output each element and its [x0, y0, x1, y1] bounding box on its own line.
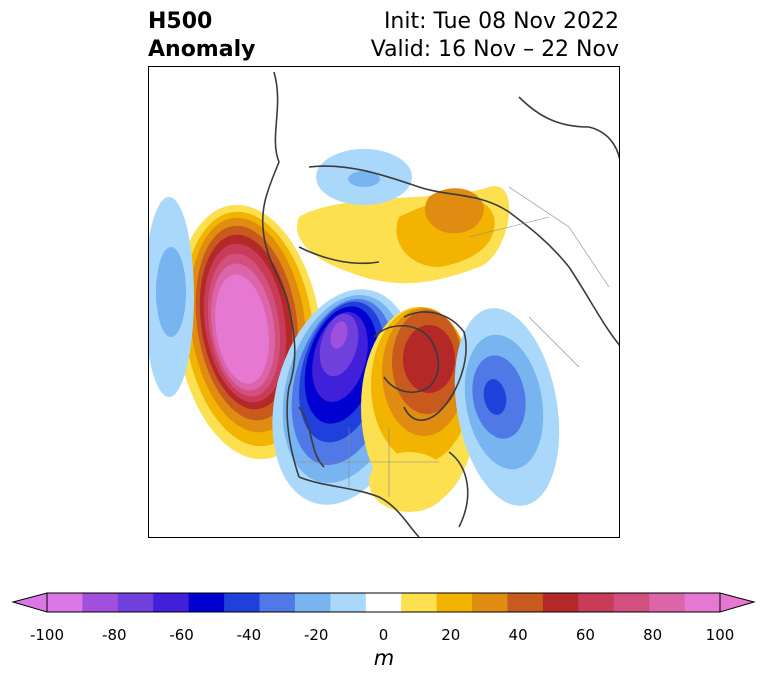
colorbar-segments: [47, 593, 721, 612]
colorbar-segment: [259, 593, 296, 612]
colorbar-tick-label: -40: [236, 626, 262, 644]
colorbar: [11, 592, 756, 613]
colorbar-tick-label: -60: [169, 626, 194, 644]
map-canvas: [149, 71, 619, 537]
colorbar-segment: [578, 593, 615, 612]
colorbar-tick-label: 0: [378, 626, 389, 644]
colorbar-tick-label: 40: [508, 626, 528, 644]
colorbar-segment: [188, 593, 225, 612]
colorbar-segment: [649, 593, 686, 612]
anomaly-map: [148, 66, 620, 538]
colorbar-tick-label: 60: [575, 626, 595, 644]
colorbar-unit-label: m: [373, 646, 395, 670]
colorbar-segment: [401, 593, 438, 612]
colorbar-segment: [224, 593, 261, 612]
colorbar-tick-label: 80: [643, 626, 663, 644]
colorbar-tick-label: -100: [29, 626, 65, 644]
map-title: H500 Anomaly: [148, 8, 255, 64]
colorbar-tick-label: -80: [102, 626, 127, 644]
colorbar-segment: [330, 593, 367, 612]
colorbar-extend-low: [11, 592, 48, 613]
colorbar-segment: [436, 593, 473, 612]
valid-range-label: Valid: 16 Nov – 22 Nov: [370, 37, 619, 62]
colorbar-segment: [613, 593, 650, 612]
colorbar-segment: [117, 593, 154, 612]
colorbar-segment: [294, 593, 331, 612]
colorbar-extend-high: [719, 592, 756, 613]
borders: [299, 186, 610, 497]
colorbar-segment: [365, 593, 402, 612]
colorbar-segment: [47, 593, 83, 612]
colorbar-segment: [684, 593, 721, 612]
colorbar-segment: [507, 593, 544, 612]
init-date-label: Init: Tue 08 Nov 2022: [383, 9, 619, 34]
colorbar-tick-label: -20: [303, 626, 329, 644]
title-line-1: H500: [148, 9, 213, 34]
colorbar-tick-label: 100: [705, 626, 735, 644]
title-line-2: Anomaly: [148, 37, 256, 62]
colorbar-outline: [46, 592, 721, 613]
coastlines: [261, 71, 619, 537]
colorbar-segment: [82, 593, 119, 612]
colorbar-segment: [542, 593, 579, 612]
anomaly-contours: [149, 149, 560, 512]
colorbar-segment: [153, 593, 190, 612]
colorbar-tick-label: 20: [441, 626, 461, 644]
colorbar-segment: [472, 593, 508, 612]
date-info: Init: Tue 08 Nov 2022 Valid: 16 Nov – 22…: [371, 8, 619, 64]
